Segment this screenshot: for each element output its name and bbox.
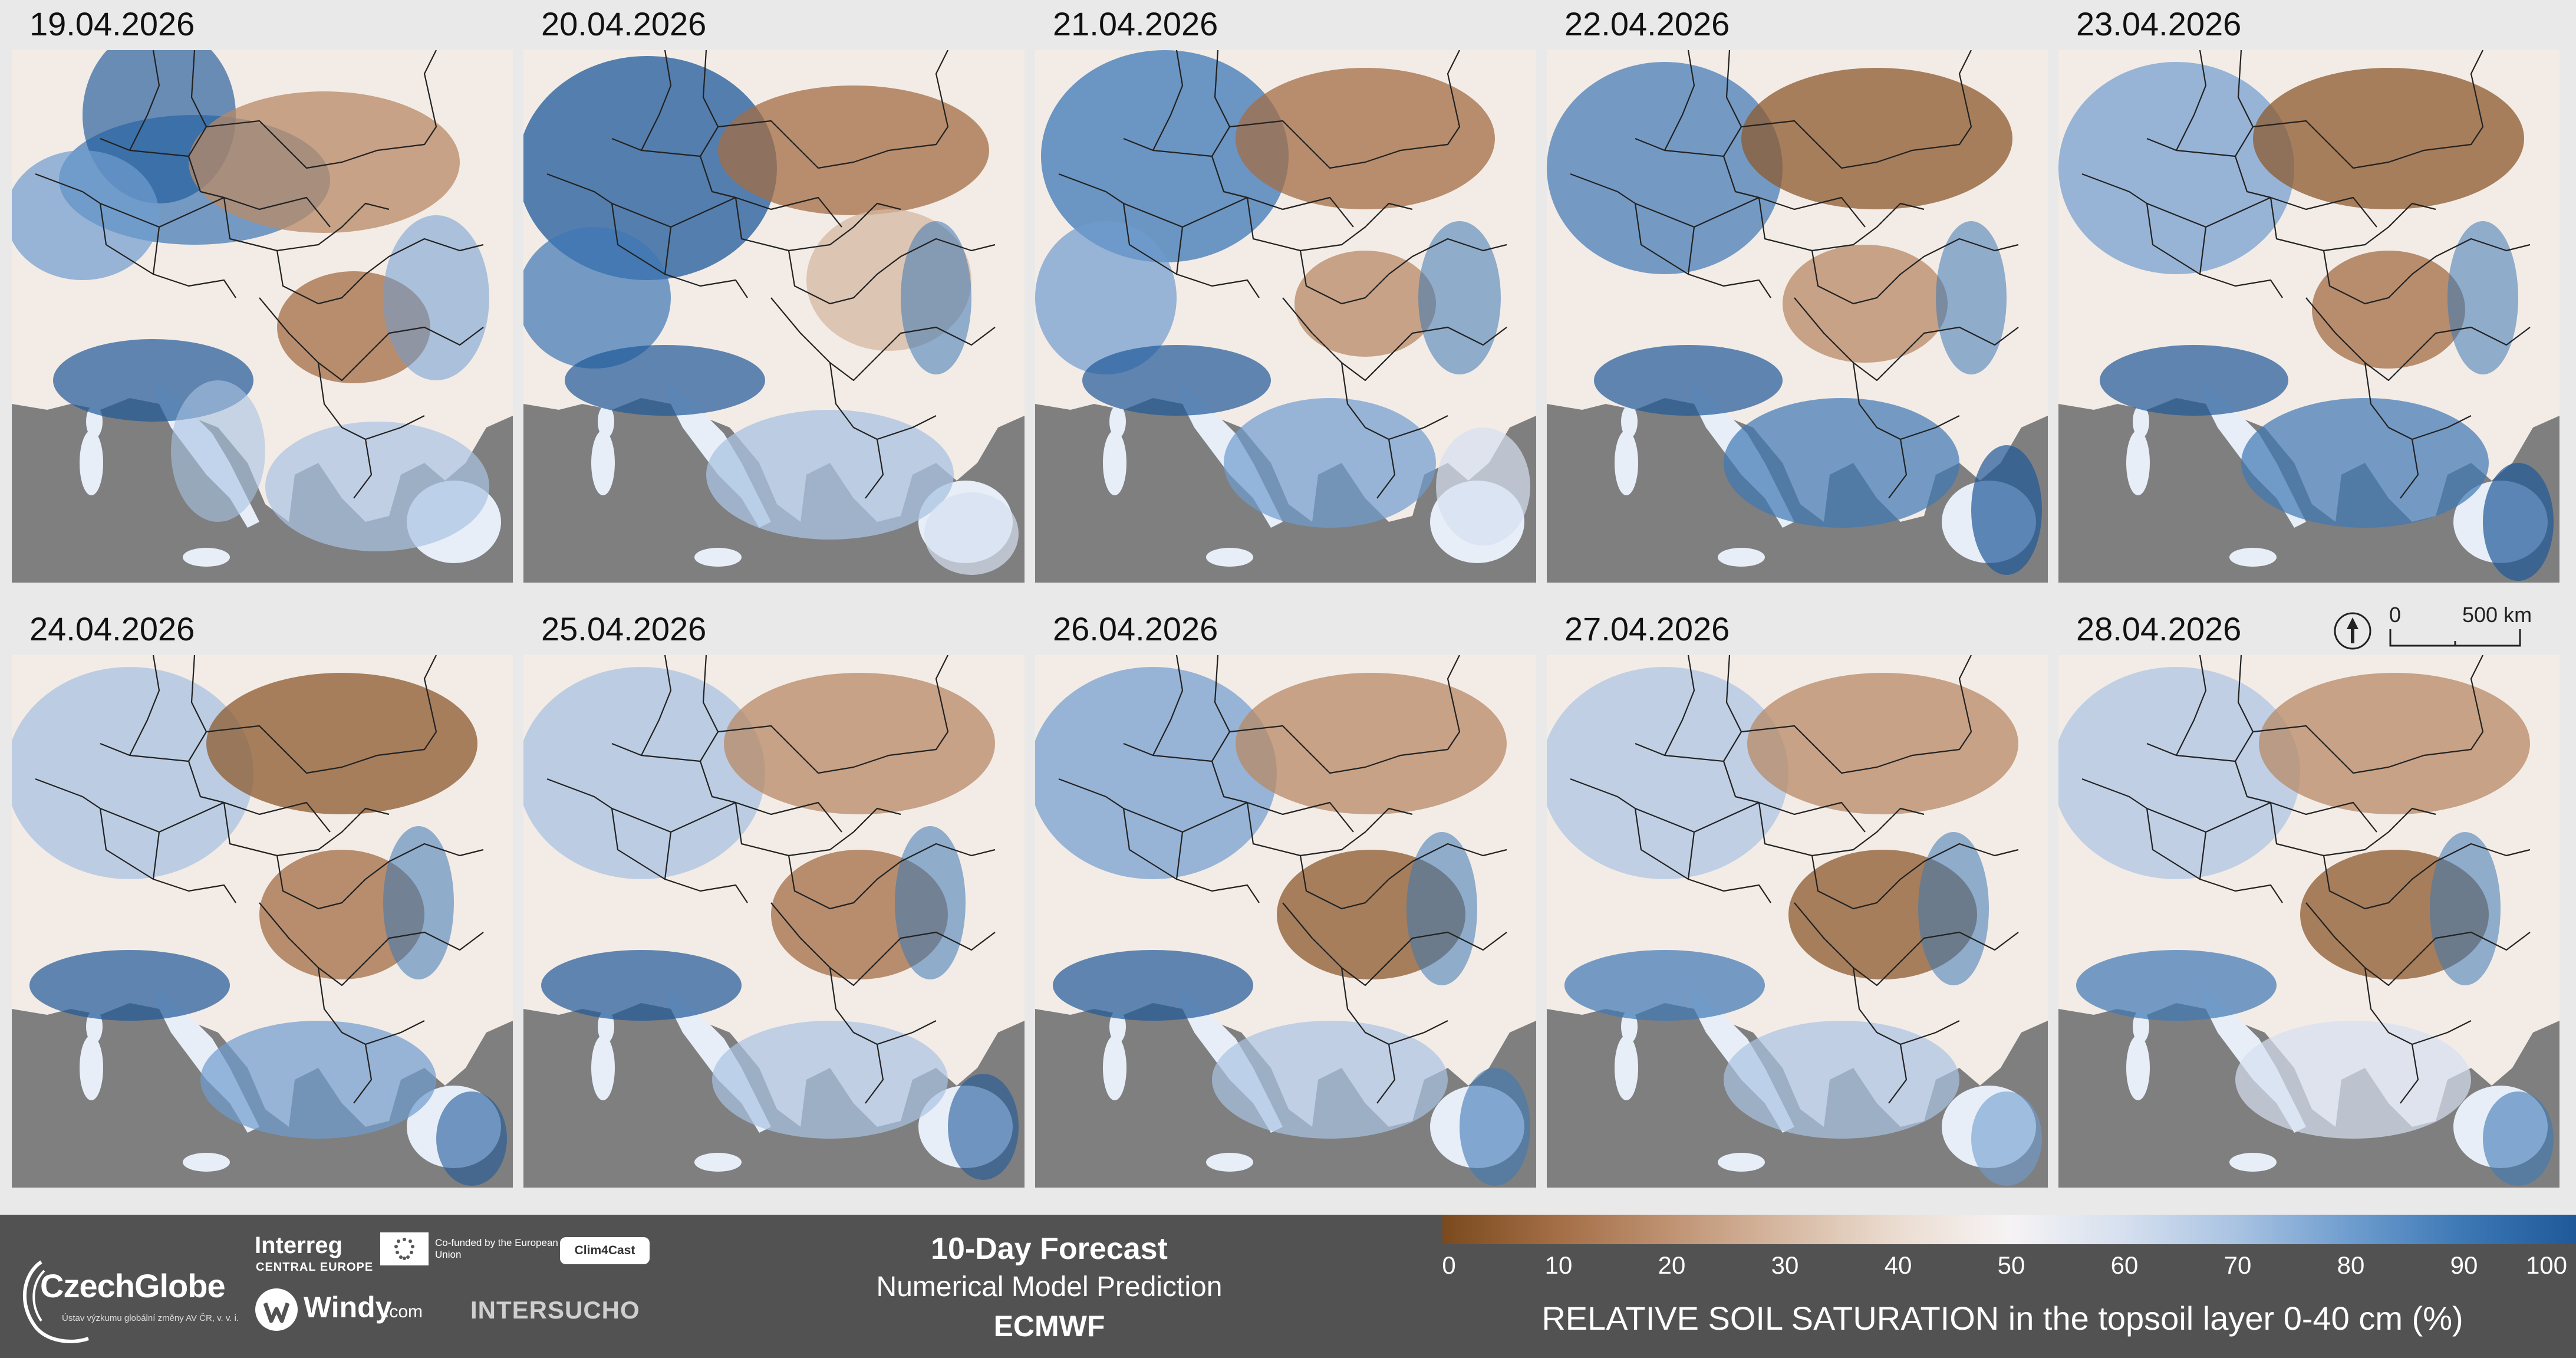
intersucho-logo: INTERSUCHO bbox=[470, 1296, 640, 1324]
forecast-subtitle: Numerical Model Prediction bbox=[876, 1271, 1223, 1303]
map-panel-1: 19.04.2026 bbox=[0, 0, 513, 607]
forecast-panels: 19.04.2026 20.04.2026 bbox=[0, 0, 2559, 1212]
panel-date: 28.04.2026 bbox=[2076, 610, 2242, 647]
clim4cast-logo: Clim4Cast bbox=[574, 1244, 635, 1257]
panel-date: 26.04.2026 bbox=[1053, 610, 1218, 647]
map-panel-8: 26.04.2026 bbox=[1023, 605, 1536, 1212]
map-panel-4: 22.04.2026 bbox=[1535, 0, 2048, 607]
soil-saturation-map bbox=[12, 655, 513, 1188]
panel-date: 22.04.2026 bbox=[1564, 5, 1730, 42]
legend-tick: 90 bbox=[2450, 1251, 2478, 1279]
panel-date: 20.04.2026 bbox=[541, 5, 707, 42]
map-panel-5: 23.04.2026 bbox=[2047, 0, 2559, 607]
legend-title: RELATIVE SOIL SATURATION in the topsoil … bbox=[1541, 1300, 2463, 1337]
soil-saturation-map bbox=[12, 50, 513, 583]
forecast-title: 10-Day Forecast bbox=[931, 1232, 1168, 1266]
soil-saturation-map bbox=[1547, 50, 2048, 583]
clim4cast-badge bbox=[560, 1237, 650, 1264]
eu-flag-icon bbox=[380, 1232, 429, 1265]
windy-logo: Windy bbox=[304, 1291, 392, 1324]
legend-colorbar bbox=[1442, 1215, 2576, 1244]
czechglobe-name: CzechGlobe bbox=[40, 1267, 226, 1304]
legend-tick: 80 bbox=[2337, 1251, 2365, 1279]
north-arrow-icon bbox=[2334, 612, 2371, 650]
forecast-model: ECMWF bbox=[993, 1310, 1105, 1343]
scalebar: 0 500 km bbox=[2334, 604, 2532, 650]
map-panel-9: 27.04.2026 bbox=[1535, 605, 2048, 1212]
panel-date: 27.04.2026 bbox=[1564, 610, 1730, 647]
panel-date: 24.04.2026 bbox=[29, 610, 195, 647]
soil-saturation-map bbox=[523, 655, 1025, 1188]
legend-tick: 30 bbox=[1771, 1251, 1799, 1279]
map-panel-2: 20.04.2026 bbox=[512, 0, 1025, 607]
panel-date: 23.04.2026 bbox=[2076, 5, 2242, 42]
legend-tick: 20 bbox=[1658, 1251, 1686, 1279]
windy-logo-suffix: .com bbox=[384, 1302, 423, 1321]
interreg-subtitle: CENTRAL EUROPE bbox=[256, 1261, 374, 1274]
soil-saturation-map bbox=[1035, 655, 1536, 1188]
map-panel-6: 24.04.2026 bbox=[0, 605, 513, 1212]
soil-saturation-map bbox=[523, 50, 1025, 583]
legend-tick: 60 bbox=[2110, 1251, 2139, 1279]
windy-icon bbox=[255, 1288, 298, 1331]
legend-tick: 70 bbox=[2223, 1251, 2252, 1279]
map-panel-3: 21.04.2026 bbox=[1023, 0, 1536, 607]
soil-saturation-map bbox=[1547, 655, 2048, 1188]
map-panel-10: 28.04.2026 bbox=[2047, 605, 2559, 1212]
legend-tick: 10 bbox=[1544, 1251, 1573, 1279]
soil-saturation-map bbox=[1035, 50, 1536, 583]
interreg-logo: Interreg bbox=[255, 1232, 342, 1258]
legend-tick: 0 bbox=[1442, 1251, 1456, 1279]
legend-tick: 50 bbox=[1997, 1251, 2025, 1279]
panel-date: 19.04.2026 bbox=[29, 5, 195, 42]
soil-saturation-map bbox=[2058, 655, 2559, 1188]
czechglobe-logo bbox=[22, 1260, 89, 1343]
scalebar-distance: 500 km bbox=[2462, 604, 2532, 627]
legend-tick: 100 bbox=[2525, 1251, 2568, 1279]
scalebar-zero: 0 bbox=[2389, 604, 2401, 627]
cofunded-text: Co-funded by the European Union bbox=[435, 1237, 558, 1260]
soil-saturation-map bbox=[2058, 50, 2559, 583]
panel-date: 21.04.2026 bbox=[1053, 5, 1218, 42]
legend-tick: 40 bbox=[1884, 1251, 1912, 1279]
footer: CzechGlobe Ústav výzkumu globální změny … bbox=[0, 1215, 2576, 1358]
panel-date: 25.04.2026 bbox=[541, 610, 707, 647]
map-panel-7: 25.04.2026 bbox=[512, 605, 1025, 1212]
czechglobe-subtitle: Ústav výzkumu globální změny AV ČR, v. v… bbox=[62, 1313, 239, 1323]
